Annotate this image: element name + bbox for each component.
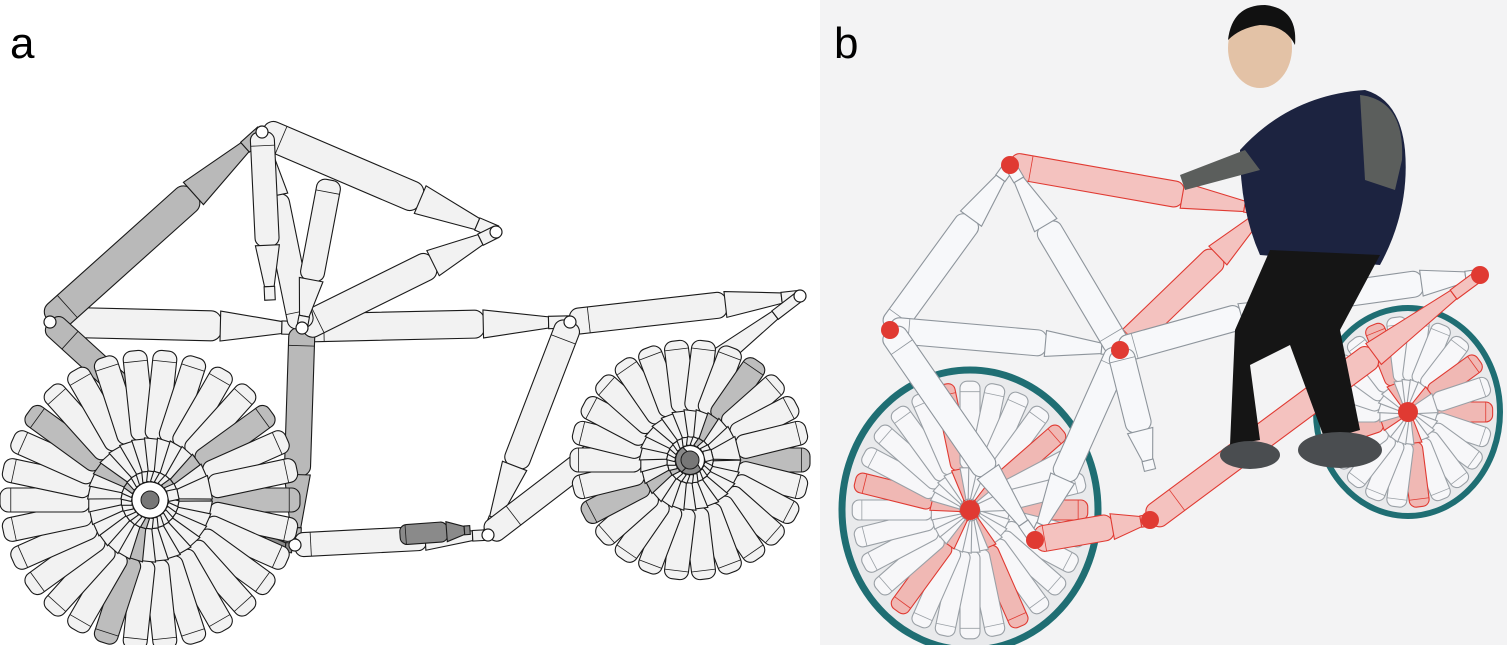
trousers <box>1230 250 1380 445</box>
arm <box>1180 150 1260 190</box>
joint <box>563 315 577 329</box>
sleeve <box>1360 95 1403 190</box>
frame-bottle <box>283 327 316 546</box>
drawing-canvas <box>0 120 811 645</box>
frame-bottle <box>43 126 268 330</box>
wheel-bottle <box>702 420 809 463</box>
panel-label-a: a <box>10 19 35 68</box>
bottle-bicycle-photo <box>820 0 1507 645</box>
connector <box>1471 266 1489 284</box>
joint <box>489 225 503 239</box>
shoe <box>1298 432 1382 468</box>
rider <box>1180 5 1406 469</box>
joint <box>295 321 309 335</box>
joint <box>43 315 57 329</box>
photo-canvas <box>820 0 1507 645</box>
frame-bottle <box>249 131 281 301</box>
wheel-bottle <box>93 355 151 486</box>
shoe <box>1220 441 1280 469</box>
panel-label-b: b <box>834 19 859 68</box>
joint <box>793 289 807 303</box>
wheel-bottle <box>165 458 299 503</box>
hair <box>1228 5 1296 45</box>
hub <box>1398 402 1418 422</box>
connector <box>1111 341 1129 359</box>
connector <box>1141 511 1159 529</box>
joint <box>288 538 302 552</box>
rear-wheel <box>569 339 811 581</box>
frame-bottle <box>1108 348 1157 473</box>
frame-bottle <box>882 325 1041 545</box>
frame-bottle <box>399 520 471 546</box>
joint <box>255 125 269 139</box>
connector <box>1026 531 1044 549</box>
frame-bottle <box>49 306 303 342</box>
connector <box>881 321 899 339</box>
connector <box>1001 156 1019 174</box>
bottle-bicycle-drawing <box>0 120 811 645</box>
front-wheel <box>0 349 301 645</box>
joint <box>481 528 495 542</box>
frame-bottle <box>296 178 341 330</box>
hub <box>960 500 980 520</box>
